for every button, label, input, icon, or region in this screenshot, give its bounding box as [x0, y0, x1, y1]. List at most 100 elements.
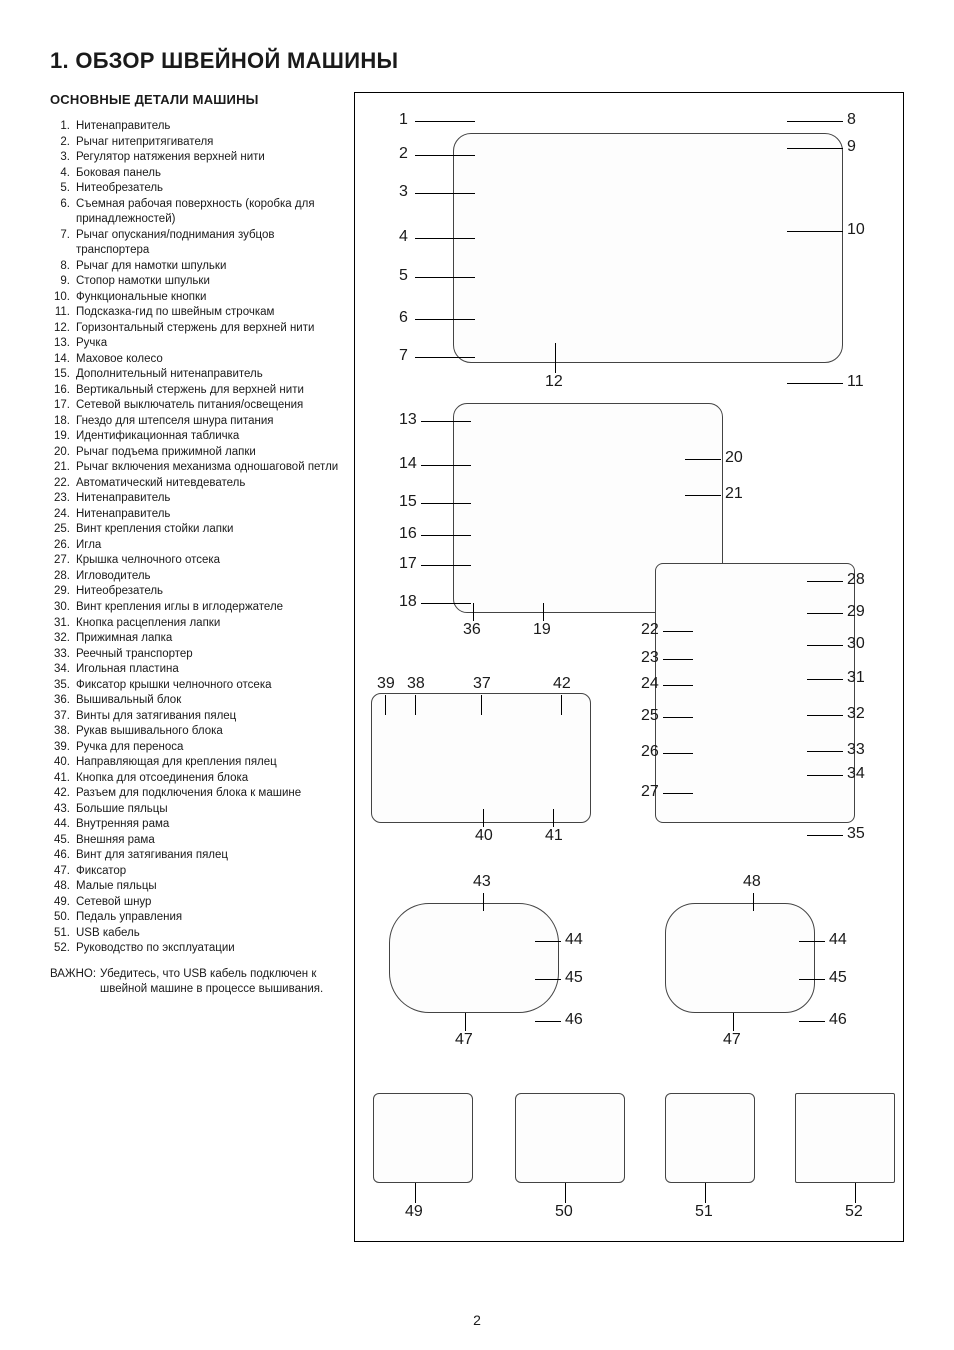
parts-list-item: 18.Гнездо для штепселя шнура питания	[50, 414, 340, 430]
parts-list-item: 37.Винты для затягивания пялец	[50, 709, 340, 725]
important-note: ВАЖНО: Убедитесь, что USB кабель подключ…	[50, 967, 340, 998]
part-label: Кнопка для отсоединения блока	[76, 771, 340, 787]
parts-list-item: 45.Внешняя рама	[50, 833, 340, 849]
parts-list-item: 7.Рычаг опускания/поднимания зубцов тран…	[50, 228, 340, 259]
leader-line	[663, 717, 693, 718]
leader-line	[415, 121, 475, 122]
page-number: 2	[0, 1312, 954, 1328]
parts-list-item: 44.Внутренняя рама	[50, 817, 340, 833]
callout-45: 45	[829, 969, 847, 987]
parts-list-item: 28.Игловодитель	[50, 569, 340, 585]
part-label: Направляющая для крепления пялец	[76, 755, 340, 771]
callout-44: 44	[829, 931, 847, 949]
callout-34: 34	[847, 765, 865, 783]
part-label: Нитенаправитель	[76, 491, 340, 507]
parts-list-item: 49.Сетевой шнур	[50, 895, 340, 911]
part-number: 33.	[50, 647, 76, 663]
parts-list-item: 14.Маховое колесо	[50, 352, 340, 368]
part-label: Нитеобрезатель	[76, 181, 340, 197]
leader-line	[733, 1013, 734, 1031]
part-number: 24.	[50, 507, 76, 523]
schematic-usb-cable	[665, 1093, 755, 1183]
leader-line	[421, 565, 471, 566]
callout-48: 48	[743, 873, 761, 891]
leader-line	[787, 121, 843, 122]
part-number: 51.	[50, 926, 76, 942]
part-label: Игловодитель	[76, 569, 340, 585]
callout-22: 22	[641, 621, 659, 639]
callout-27: 27	[641, 783, 659, 801]
callout-19: 19	[533, 621, 551, 639]
callout-37: 37	[473, 675, 491, 693]
parts-list-item: 52.Руководство по эксплуатации	[50, 941, 340, 957]
part-number: 9.	[50, 274, 76, 290]
part-label: Автоматический нитевдеватель	[76, 476, 340, 492]
callout-15: 15	[399, 493, 417, 511]
part-number: 25.	[50, 522, 76, 538]
callout-7: 7	[399, 347, 408, 365]
part-label: Кнопка расцепления лапки	[76, 616, 340, 632]
callout-26: 26	[641, 743, 659, 761]
part-label: Разъем для подключения блока к машине	[76, 786, 340, 802]
part-label: Функциональные кнопки	[76, 290, 340, 306]
part-label: USB кабель	[76, 926, 340, 942]
part-number: 41.	[50, 771, 76, 787]
part-number: 15.	[50, 367, 76, 383]
part-number: 49.	[50, 895, 76, 911]
part-label: Фиксатор крышки челночного отсека	[76, 678, 340, 694]
schematic-needle-area	[655, 563, 855, 823]
callout-47: 47	[455, 1031, 473, 1049]
part-number: 40.	[50, 755, 76, 771]
parts-list-item: 32.Прижимная лапка	[50, 631, 340, 647]
leader-line	[535, 941, 561, 942]
part-number: 17.	[50, 398, 76, 414]
leader-line	[663, 659, 693, 660]
leader-line	[421, 603, 471, 604]
leader-line	[415, 238, 475, 239]
leader-line	[807, 751, 843, 752]
leader-line	[787, 383, 843, 384]
leader-line	[415, 277, 475, 278]
parts-list-item: 16.Вертикальный стержень для верхней нит…	[50, 383, 340, 399]
part-label: Винт для затягивания пялец	[76, 848, 340, 864]
leader-line	[555, 343, 556, 373]
part-number: 50.	[50, 910, 76, 926]
leader-line	[473, 603, 474, 621]
parts-list-item: 10.Функциональные кнопки	[50, 290, 340, 306]
callout-13: 13	[399, 411, 417, 429]
leader-line	[565, 1183, 566, 1203]
parts-list-item: 42.Разъем для подключения блока к машине	[50, 786, 340, 802]
callout-36: 36	[463, 621, 481, 639]
part-number: 8.	[50, 259, 76, 275]
part-number: 1.	[50, 119, 76, 135]
part-number: 36.	[50, 693, 76, 709]
part-label: Руководство по эксплуатации	[76, 941, 340, 957]
part-label: Прижимная лапка	[76, 631, 340, 647]
parts-list-item: 40.Направляющая для крепления пялец	[50, 755, 340, 771]
part-label: Маховое колесо	[76, 352, 340, 368]
parts-list-item: 46.Винт для затягивания пялец	[50, 848, 340, 864]
part-label: Гнездо для штепселя шнура питания	[76, 414, 340, 430]
part-label: Педаль управления	[76, 910, 340, 926]
leader-line	[415, 193, 475, 194]
callout-44: 44	[565, 931, 583, 949]
part-number: 2.	[50, 135, 76, 151]
callout-1: 1	[399, 111, 408, 129]
callout-41: 41	[545, 827, 563, 845]
parts-list-item: 30.Винт крепления иглы в иглодержателе	[50, 600, 340, 616]
part-label: Фиксатор	[76, 864, 340, 880]
parts-list-item: 51.USB кабель	[50, 926, 340, 942]
part-label: Внешняя рама	[76, 833, 340, 849]
callout-3: 3	[399, 183, 408, 201]
part-label: Дополнительный нитенаправитель	[76, 367, 340, 383]
part-number: 35.	[50, 678, 76, 694]
callout-25: 25	[641, 707, 659, 725]
callout-8: 8	[847, 111, 856, 129]
callout-10: 10	[847, 221, 865, 239]
part-label: Ручка для переноса	[76, 740, 340, 756]
schematic-power-cord	[373, 1093, 473, 1183]
part-label: Игла	[76, 538, 340, 554]
part-label: Рычаг подъема прижимной лапки	[76, 445, 340, 461]
parts-list-item: 43.Большие пяльцы	[50, 802, 340, 818]
leader-line	[705, 1183, 706, 1203]
